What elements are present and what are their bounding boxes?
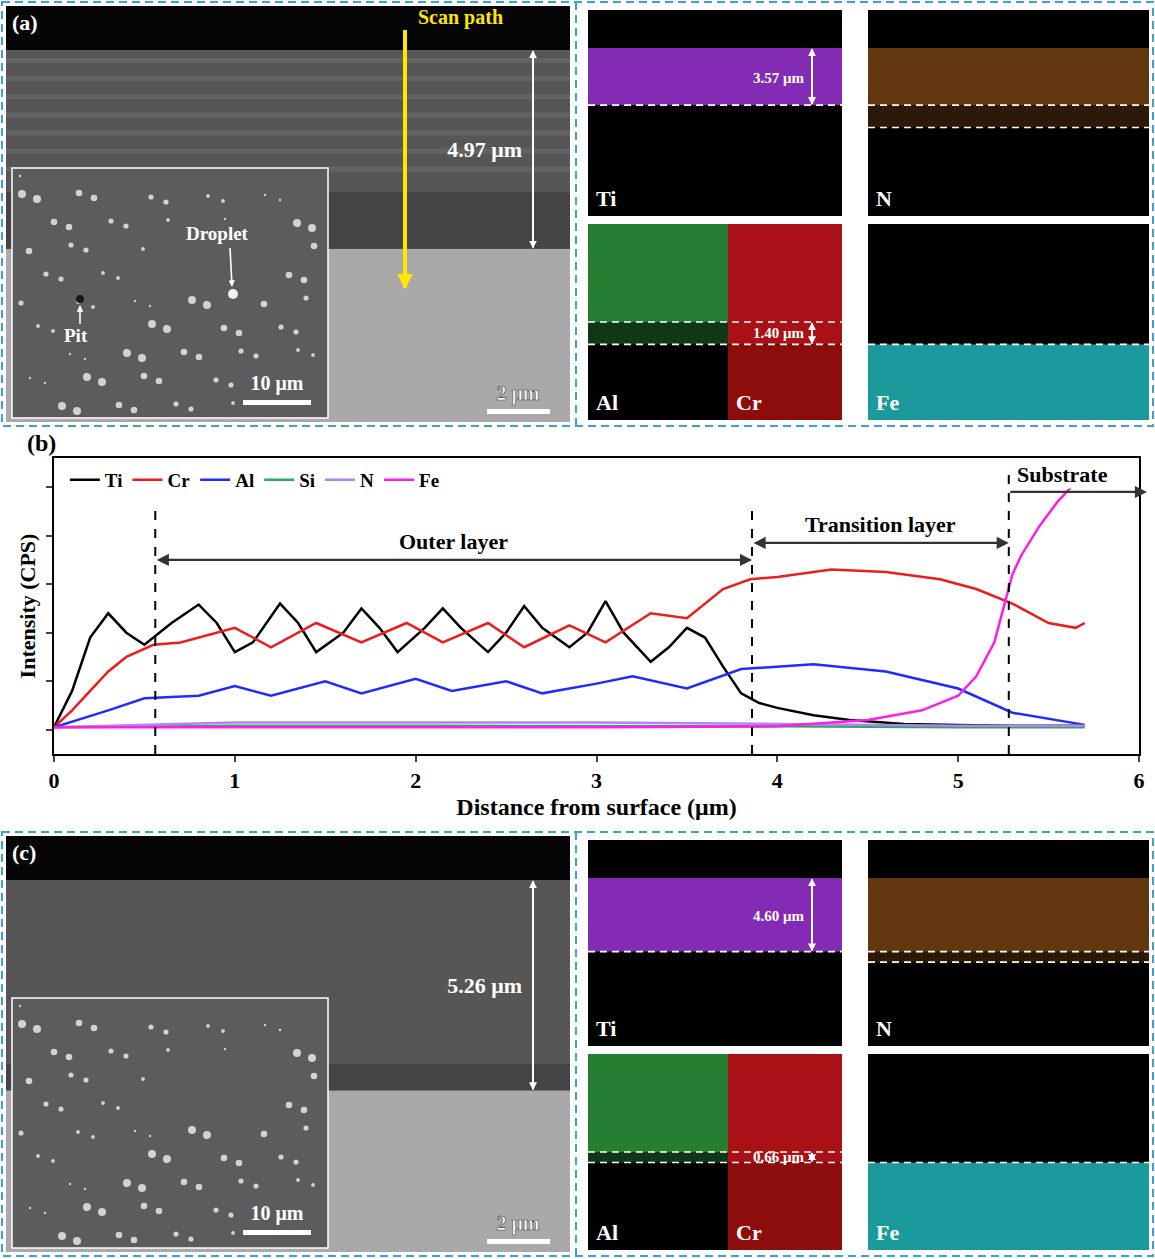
svg-text:4.60 μm: 4.60 μm <box>753 908 805 924</box>
svg-text:Scan path: Scan path <box>418 6 503 29</box>
svg-text:Al: Al <box>596 1220 618 1245</box>
svg-text:Ti: Ti <box>105 470 123 491</box>
svg-text:Droplet: Droplet <box>186 223 249 244</box>
svg-text:Fe: Fe <box>419 470 439 491</box>
svg-text:1: 1 <box>229 768 240 793</box>
svg-text:N: N <box>876 1016 892 1041</box>
svg-text:2 μm: 2 μm <box>497 382 540 405</box>
svg-text:Distance from surface (μm): Distance from surface (μm) <box>456 794 736 820</box>
svg-text:Substrate: Substrate <box>1017 462 1108 487</box>
svg-text:(c): (c) <box>12 840 36 865</box>
svg-text:1.40 μm: 1.40 μm <box>753 325 805 341</box>
svg-text:Cr: Cr <box>736 390 762 415</box>
svg-text:Cr: Cr <box>736 1220 762 1245</box>
svg-text:(b): (b) <box>27 430 56 456</box>
svg-text:3.57 μm: 3.57 μm <box>753 70 805 86</box>
svg-text:Cr: Cr <box>167 470 190 491</box>
svg-text:Si: Si <box>299 470 315 491</box>
svg-text:4.97 μm: 4.97 μm <box>447 137 522 162</box>
svg-text:Pit: Pit <box>64 325 88 346</box>
svg-text:Fe: Fe <box>876 390 899 415</box>
svg-text:6: 6 <box>1134 768 1145 793</box>
svg-text:0.66 μm: 0.66 μm <box>753 1149 805 1165</box>
svg-text:10 μm: 10 μm <box>251 372 304 395</box>
svg-text:(a): (a) <box>12 10 38 35</box>
svg-text:3: 3 <box>591 768 602 793</box>
svg-text:0: 0 <box>49 768 60 793</box>
svg-text:4: 4 <box>772 768 783 793</box>
svg-text:10 μm: 10 μm <box>251 1202 304 1225</box>
svg-text:Ti: Ti <box>596 1016 616 1041</box>
svg-text:Al: Al <box>596 390 618 415</box>
svg-text:N: N <box>360 470 374 491</box>
svg-text:5.26 μm: 5.26 μm <box>447 973 522 998</box>
svg-text:2 μm: 2 μm <box>497 1212 540 1235</box>
svg-text:Al: Al <box>235 470 254 491</box>
svg-text:Outer layer: Outer layer <box>399 529 508 554</box>
svg-text:Fe: Fe <box>876 1220 899 1245</box>
svg-text:5: 5 <box>953 768 964 793</box>
svg-text:Intensity (CPS): Intensity (CPS) <box>15 534 40 679</box>
svg-text:2: 2 <box>410 768 421 793</box>
svg-text:Transition layer: Transition layer <box>805 512 956 537</box>
svg-text:N: N <box>876 186 892 211</box>
svg-text:Ti: Ti <box>596 186 616 211</box>
